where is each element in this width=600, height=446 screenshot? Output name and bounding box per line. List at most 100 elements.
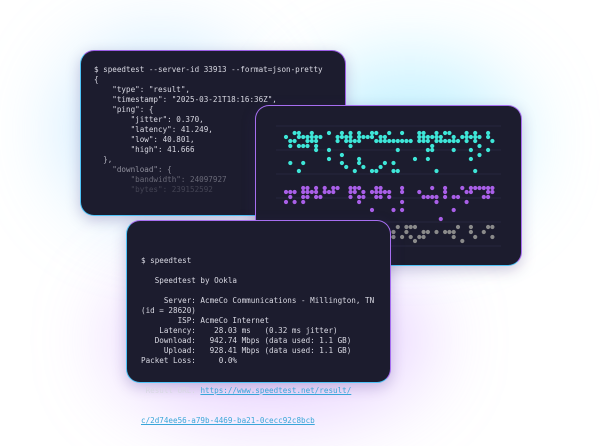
dot-purple	[331, 185, 336, 191]
dot-cyan	[417, 138, 422, 144]
dot-cyan	[288, 138, 293, 144]
dot-cyan	[296, 168, 301, 174]
dot-cyan	[468, 147, 473, 153]
dot-cyan	[361, 134, 366, 140]
dot-cyan	[283, 134, 289, 140]
result-url-link-cont[interactable]: c/2d74ee56-a79b-4469-ba21-0cecc92c8bcb	[141, 416, 315, 425]
json-line: "ping": {	[94, 105, 154, 114]
dot-purple	[378, 189, 383, 195]
dot-gray	[490, 224, 495, 230]
dot-cyan	[464, 130, 469, 136]
cli-line: Latency: 28.03 ms (0.32 ms jitter)	[141, 326, 338, 335]
json-line: "bandwidth": 24097927	[94, 175, 227, 184]
dot-purple	[301, 199, 306, 205]
dot-cyan	[451, 147, 456, 153]
dot-cyan	[348, 138, 353, 144]
dot-cyan	[361, 164, 366, 170]
dot-purple	[490, 189, 495, 195]
dot-cyan	[438, 138, 443, 144]
dot-gray	[468, 224, 473, 230]
dot-cyan	[425, 134, 430, 140]
dot-purple	[292, 189, 297, 195]
dot-purple	[443, 189, 448, 195]
dot-purple	[309, 189, 314, 195]
dot-cyan	[477, 152, 482, 158]
dot-cyan	[382, 138, 387, 144]
dot-purple	[335, 185, 340, 191]
dot-gray	[391, 229, 396, 235]
json-line: "download": {	[94, 165, 172, 174]
cli-line: Upload: 928.41 Mbps (data used: 1.1 GB)	[141, 346, 352, 355]
dot-cyan	[477, 134, 482, 140]
dot-cyan	[326, 147, 332, 153]
dot-purple	[455, 194, 461, 200]
dot-cyan	[369, 168, 375, 174]
dot-purple	[348, 185, 353, 191]
dot-cyan	[344, 138, 349, 144]
json-line: $ speedtest --server-id 33913 --format=j…	[94, 65, 323, 74]
json-line: {	[94, 75, 99, 84]
dot-gray	[460, 238, 465, 244]
dot-cyan	[374, 168, 379, 174]
dot-purple	[318, 194, 323, 200]
dot-cyan	[369, 134, 375, 140]
result-url-link[interactable]: https://www.speedtest.net/result/	[200, 386, 352, 395]
dot-gray	[443, 229, 448, 235]
dot-gray	[395, 224, 400, 230]
dot-gray	[447, 229, 452, 235]
dot-cyan	[400, 130, 405, 136]
dot-cyan	[348, 134, 353, 140]
dot-cyan	[486, 130, 491, 136]
dot-purple	[292, 199, 297, 205]
cli-line: Packet Loss: 0.0%	[141, 356, 238, 365]
dot-cyan	[339, 160, 344, 166]
dot-purple	[378, 194, 383, 200]
dot-purple	[434, 199, 439, 205]
dot-cyan	[434, 130, 439, 136]
dot-purple	[387, 189, 392, 195]
dot-cyan	[344, 164, 349, 170]
dot-cyan	[288, 143, 293, 149]
dot-cyan	[391, 168, 396, 174]
dot-cyan	[425, 138, 430, 144]
dot-purple	[374, 189, 379, 195]
dot-cyan	[451, 138, 456, 144]
dot-gray	[421, 234, 426, 240]
dot-purple	[326, 189, 332, 195]
dot-cyan	[400, 138, 405, 144]
dot-cyan	[378, 134, 383, 140]
dot-purple	[374, 185, 379, 191]
dot-gray	[408, 224, 413, 230]
dot-purple	[473, 185, 478, 191]
dot-cyan	[309, 130, 314, 136]
dot-cyan	[395, 168, 400, 174]
dot-gray	[490, 234, 495, 240]
dot-cyan	[352, 168, 357, 174]
dot-cyan	[468, 156, 473, 162]
cli-line: Speedtest by Ookla	[141, 276, 238, 285]
dot-purple	[288, 194, 293, 200]
dot-cyan	[451, 134, 456, 140]
result-url-label: Result URL:	[141, 386, 201, 395]
dot-purple	[305, 189, 310, 195]
dot-cyan	[473, 138, 478, 144]
json-line: "jitter": 0.370,	[94, 115, 204, 124]
dot-cyan	[473, 168, 478, 174]
dot-plot	[276, 125, 501, 247]
dot-purple	[387, 194, 392, 200]
dot-purple	[378, 185, 383, 191]
dot-cyan	[339, 152, 344, 158]
dot-cyan	[430, 143, 435, 149]
dot-purple	[417, 189, 422, 195]
dot-cyan	[382, 160, 387, 166]
dot-gray	[455, 224, 461, 230]
dot-gray	[486, 224, 491, 230]
json-line: "type": "result",	[94, 85, 191, 94]
dot-purple	[400, 185, 405, 191]
dot-cyan	[318, 134, 323, 140]
dot-gray	[412, 224, 418, 230]
dot-gray	[408, 234, 413, 240]
dot-cyan	[434, 138, 439, 144]
dot-purple	[352, 189, 357, 195]
dot-cyan	[421, 138, 426, 144]
